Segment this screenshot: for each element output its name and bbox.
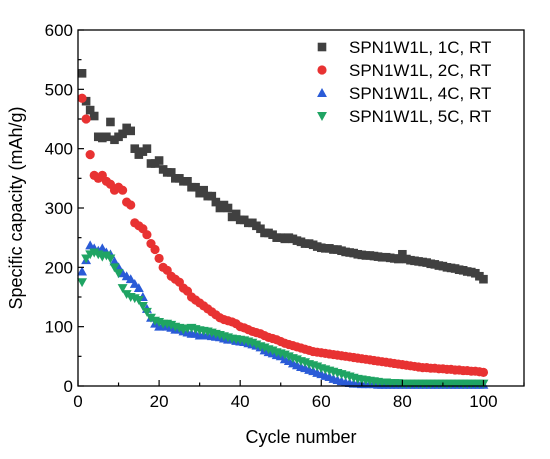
data-point (89, 111, 99, 121)
data-point (77, 266, 87, 276)
legend-label: SPN1W1L, 2C, RT (349, 61, 491, 80)
data-point (142, 230, 152, 240)
data-point (85, 105, 95, 115)
data-point (102, 132, 111, 142)
y-tick-label: 400 (45, 140, 73, 159)
data-point (130, 144, 140, 153)
data-point (133, 283, 144, 293)
data-point (183, 177, 192, 186)
data-point (398, 249, 407, 259)
data-point (150, 244, 160, 255)
data-point (118, 185, 128, 195)
x-axis-title: Cycle number (245, 427, 356, 447)
x-tick-label: 0 (73, 392, 82, 411)
data-point (126, 126, 136, 136)
legend-marker (317, 112, 327, 121)
series-1 (77, 69, 488, 284)
data-point (166, 168, 176, 177)
data-point (199, 185, 208, 195)
data-point (117, 284, 128, 294)
data-point (109, 256, 120, 266)
series-2 (77, 93, 489, 377)
y-tick-label: 200 (45, 258, 73, 277)
x-tick-label: 20 (150, 392, 169, 411)
data-point (109, 263, 120, 273)
data-point (97, 243, 108, 253)
legend-label: SPN1W1L, 1C, RT (349, 38, 491, 57)
data-point (479, 274, 488, 284)
data-point (154, 253, 164, 264)
series-4 (77, 248, 489, 389)
data-point (137, 301, 148, 311)
data-point (126, 200, 136, 210)
data-point (154, 156, 164, 165)
data-point (129, 279, 140, 288)
x-tick-label: 80 (393, 392, 412, 411)
data-point (207, 191, 217, 201)
data-point (118, 129, 127, 139)
legend-marker (317, 42, 327, 52)
data-point (81, 114, 91, 124)
x-tick-label: 60 (312, 392, 331, 411)
data-point (478, 367, 489, 377)
data-point (106, 117, 115, 127)
data-point (93, 250, 104, 260)
data-point (81, 254, 92, 264)
y-tick-label: 600 (45, 21, 73, 40)
legend-label: SPN1W1L, 5C, RT (349, 107, 491, 126)
legend-item: SPN1W1L, 5C, RT (317, 107, 491, 126)
y-tick-label: 500 (45, 80, 73, 99)
y-tick-label: 300 (45, 199, 73, 218)
data-point (77, 278, 87, 288)
legend-marker (317, 88, 327, 97)
data-point (191, 182, 200, 192)
data-point (113, 269, 124, 279)
x-tick-label: 100 (469, 392, 497, 411)
legend-marker (317, 65, 327, 75)
data-point (125, 274, 136, 284)
data-point (141, 307, 152, 317)
legend-label: SPN1W1L, 4C, RT (349, 84, 491, 103)
y-tick-label: 100 (45, 318, 73, 337)
data-point (223, 203, 233, 213)
legend-item: SPN1W1L, 4C, RT (317, 84, 491, 103)
data-point (231, 209, 241, 219)
data-point (394, 254, 403, 264)
legend: SPN1W1L, 1C, RT SPN1W1L, 2C, RT SPN1W1L, 4… (317, 38, 491, 126)
axis-ticks: 0 20 40 60 80 100 0 100 200 300 400 500 600 (45, 21, 525, 411)
data-point (77, 69, 87, 78)
data-point (133, 296, 144, 305)
data-point (105, 254, 116, 264)
data-point (81, 96, 91, 106)
data-point (77, 93, 87, 103)
y-tick-label: 0 (64, 377, 73, 396)
data-point (85, 150, 95, 160)
legend-item: SPN1W1L, 2C, RT (317, 61, 491, 80)
x-tick-label: 40 (231, 392, 250, 411)
data-point (142, 144, 152, 153)
data-point (211, 197, 221, 207)
y-axis-title: Specific capacity (mAh/g) (6, 106, 26, 309)
legend-item: SPN1W1L, 1C, RT (317, 38, 491, 57)
